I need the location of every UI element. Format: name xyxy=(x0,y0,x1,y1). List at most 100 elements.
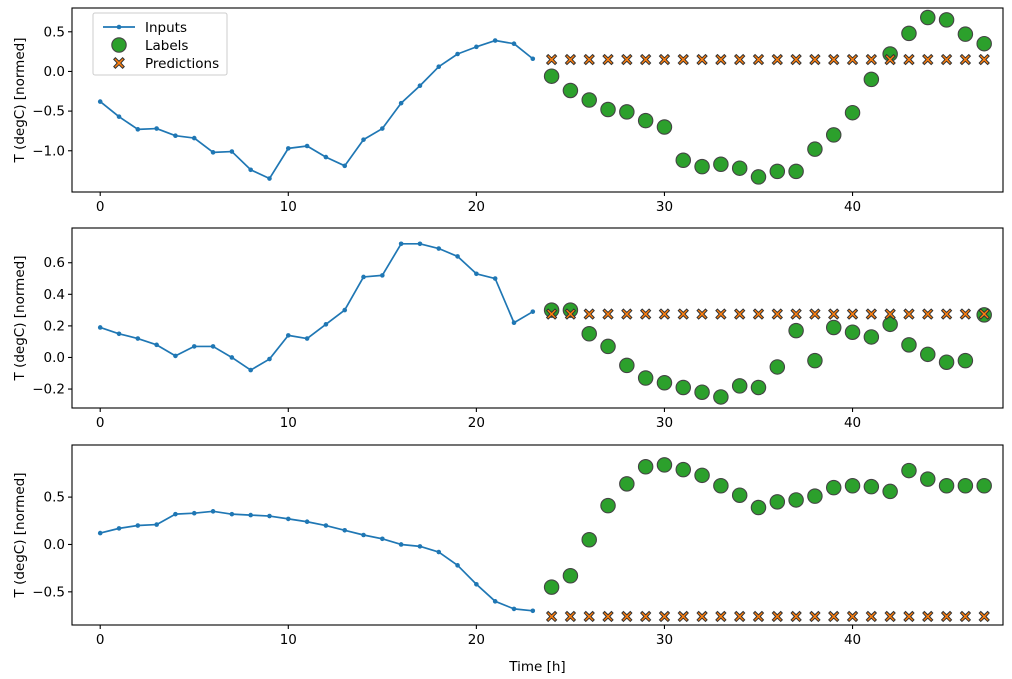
label-point xyxy=(938,477,955,494)
prediction-point xyxy=(583,610,595,623)
legend-predictions-marker xyxy=(113,57,125,69)
prediction-point xyxy=(602,53,614,66)
label-point xyxy=(731,160,748,176)
label-point xyxy=(976,477,992,494)
prediction-point xyxy=(884,53,896,66)
label-point xyxy=(844,104,861,121)
legend-entry-label: Labels xyxy=(145,38,188,54)
legend-inputs-dot xyxy=(116,24,122,30)
prediction-point xyxy=(715,53,727,66)
input-point xyxy=(304,336,310,341)
x-tick-label: 30 xyxy=(656,632,673,648)
input-point xyxy=(116,331,122,337)
prediction-point xyxy=(903,308,915,320)
prediction-point xyxy=(564,53,577,66)
input-point xyxy=(492,38,498,43)
prediction-point xyxy=(545,610,558,623)
prediction-point xyxy=(978,610,990,623)
prediction-point xyxy=(846,308,859,320)
x-tick-label: 0 xyxy=(96,632,105,648)
input-point xyxy=(135,523,141,528)
label-point xyxy=(844,477,861,494)
input-point xyxy=(474,581,479,587)
prediction-point xyxy=(677,610,689,623)
input-point xyxy=(154,522,159,527)
x-tick-label: 20 xyxy=(468,199,485,215)
label-point xyxy=(656,374,673,391)
prediction-point xyxy=(696,53,708,66)
input-point xyxy=(436,64,442,69)
label-point xyxy=(619,357,635,374)
label-point xyxy=(769,359,786,375)
prediction-point xyxy=(677,53,689,66)
prediction-point xyxy=(884,308,896,320)
prediction-point xyxy=(621,308,633,320)
prediction-point xyxy=(677,308,689,320)
label-point xyxy=(807,488,823,504)
prediction-point xyxy=(828,53,840,66)
prediction-point xyxy=(903,53,915,66)
label-point xyxy=(750,169,767,185)
input-point xyxy=(210,344,216,349)
label-point xyxy=(713,389,729,405)
prediction-point xyxy=(790,308,802,320)
prediction-point xyxy=(658,308,671,320)
prediction-point xyxy=(828,308,840,320)
x-tick-label: 10 xyxy=(280,199,297,215)
x-tick-label: 40 xyxy=(844,415,861,431)
input-point xyxy=(417,241,423,247)
label-point xyxy=(656,457,673,473)
input-point xyxy=(323,154,329,160)
label-point xyxy=(957,352,974,369)
label-point xyxy=(694,384,710,400)
label-point xyxy=(920,9,936,26)
input-point xyxy=(380,536,385,542)
input-point xyxy=(229,355,235,360)
prediction-point xyxy=(733,53,746,66)
input-point xyxy=(267,513,272,519)
input-point xyxy=(285,333,291,338)
input-point xyxy=(492,276,498,281)
input-point xyxy=(285,146,291,151)
prediction-point xyxy=(790,610,802,623)
input-point xyxy=(154,342,159,348)
prediction-point xyxy=(545,53,558,66)
label-point xyxy=(807,352,823,369)
input-point xyxy=(417,544,423,549)
label-point xyxy=(901,337,917,353)
label-point xyxy=(901,25,917,42)
prediction-point xyxy=(733,308,746,320)
input-point xyxy=(116,526,122,531)
input-point xyxy=(474,44,479,50)
label-point xyxy=(562,82,579,99)
prediction-point xyxy=(564,308,577,320)
prediction-point xyxy=(865,53,878,66)
prediction-point xyxy=(865,308,878,320)
input-point xyxy=(210,509,216,514)
input-point xyxy=(116,114,122,119)
prediction-point xyxy=(978,308,990,320)
y-tick-label: −0.5 xyxy=(32,104,65,120)
input-point xyxy=(248,167,253,173)
label-point xyxy=(600,101,616,118)
label-point xyxy=(825,127,842,143)
prediction-point xyxy=(809,53,821,66)
prediction-point xyxy=(940,610,953,623)
prediction-point xyxy=(903,610,915,623)
prediction-point xyxy=(959,308,972,320)
x-tick-label: 30 xyxy=(656,415,673,431)
y-axis-title: T (degC) [normed] xyxy=(12,256,28,382)
y-tick-label: 0.4 xyxy=(44,287,65,303)
prediction-point xyxy=(922,610,934,623)
label-point xyxy=(637,459,654,475)
y-tick-label: 0.0 xyxy=(44,537,65,553)
input-point xyxy=(342,307,348,313)
x-axis-title: Time [h] xyxy=(508,659,565,675)
y-tick-label: 0.5 xyxy=(44,24,65,40)
prediction-point xyxy=(602,308,614,320)
prediction-point xyxy=(771,53,783,66)
label-point xyxy=(825,479,842,496)
input-point xyxy=(191,135,197,141)
y-axis-title: T (degC) [normed] xyxy=(12,473,28,599)
input-point xyxy=(361,532,366,538)
